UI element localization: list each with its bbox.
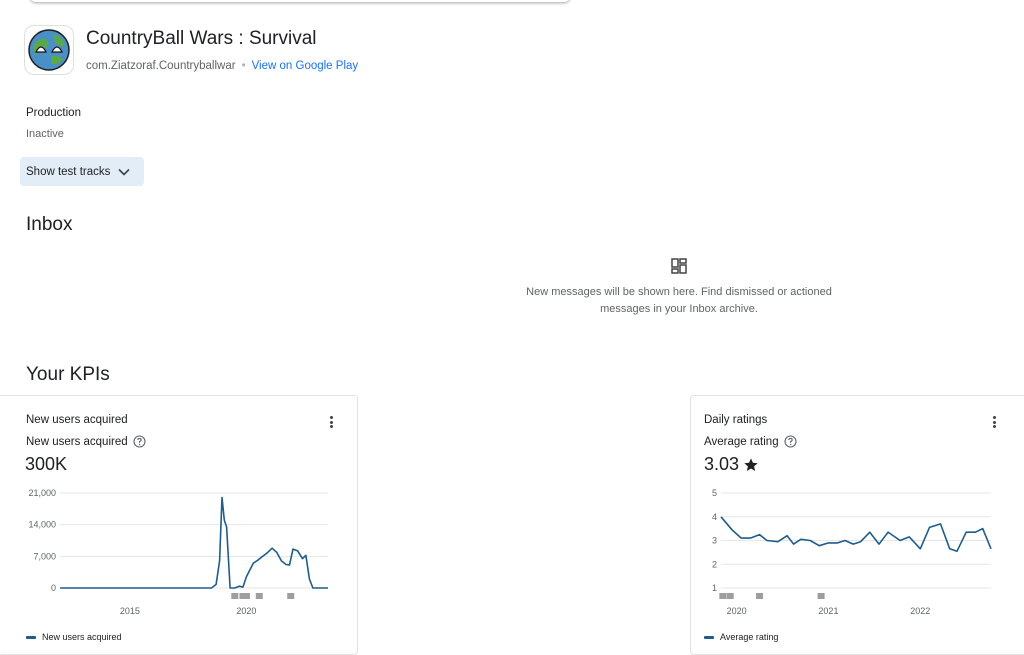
x-tick-label: 2020: [236, 606, 256, 616]
card-title: Daily ratings: [704, 414, 768, 426]
package-name: com.Ziatzoraf.Countryballwar: [86, 60, 236, 72]
y-tick-label: 0: [51, 583, 56, 593]
help-icon[interactable]: [784, 435, 797, 448]
y-tick-label: 14,000: [28, 520, 56, 530]
annotation-marker: [719, 593, 727, 599]
daily-ratings-line-chart: 5 4 3 2 1 2020 2021 2022: [712, 488, 992, 616]
kpi-card-daily-ratings: Daily ratings Average rating 3.03 5 4 3 2 1 2…: [690, 395, 1024, 655]
countryball-app-icon: [24, 25, 74, 75]
y-tick-label: 3: [712, 536, 717, 546]
y-tick-label: 4: [712, 512, 717, 522]
new-users-line-chart: 21,000 14,000 7,000 0 2015 2020: [28, 488, 328, 616]
legend-label: Average rating: [720, 632, 779, 642]
annotation-marker: [255, 593, 263, 599]
series-line: [60, 496, 328, 589]
chart-legend: New users acquired: [26, 632, 122, 642]
app-title: CountryBall Wars : Survival: [86, 28, 317, 49]
inbox-dashboard-icon: [671, 258, 687, 279]
metric-label-row: New users acquired: [26, 435, 146, 448]
legend-label: New users acquired: [42, 632, 122, 642]
annotation-marker: [726, 593, 734, 599]
metric-label: New users acquired: [26, 435, 128, 448]
chart-legend: Average rating: [704, 632, 778, 642]
annotation-marker: [231, 593, 239, 599]
help-icon[interactable]: [133, 435, 146, 448]
y-tick-label: 7,000: [33, 551, 56, 561]
annotation-marker: [756, 593, 764, 599]
y-tick-label: 1: [712, 583, 717, 593]
y-tick-label: 5: [712, 488, 717, 498]
kpis-heading: Your KPIs: [26, 364, 110, 385]
x-tick-label: 2021: [818, 606, 838, 616]
x-tick-label: 2022: [910, 606, 930, 616]
top-bar-edge: [30, 0, 570, 2]
kpi-card-new-users: New users acquired New users acquired 30…: [0, 395, 358, 655]
package-row: com.Ziatzoraf.Countryballwar • View on Goo…: [86, 60, 358, 72]
annotation-marker: [242, 593, 250, 599]
production-status: Inactive: [26, 128, 64, 140]
legend-swatch: [704, 635, 714, 639]
production-label: Production: [26, 107, 81, 119]
x-tick-label: 2020: [727, 606, 747, 616]
metric-value-row: 3.03: [704, 454, 759, 475]
series-line: [720, 516, 992, 552]
annotation-marker: [817, 593, 825, 599]
star-icon: [743, 457, 759, 473]
metric-label-row: Average rating: [704, 435, 797, 448]
metric-value: 3.03: [704, 454, 740, 474]
chevron-down-icon: [118, 168, 130, 176]
show-test-tracks-button[interactable]: Show test tracks: [20, 157, 144, 186]
x-tick-label: 2015: [120, 606, 140, 616]
more-options-icon[interactable]: [325, 414, 337, 430]
metric-value: 300K: [25, 454, 68, 474]
y-tick-label: 21,000: [28, 488, 56, 498]
legend-swatch: [26, 635, 36, 639]
show-test-tracks-label: Show test tracks: [26, 165, 111, 178]
inbox-empty-message: New messages will be shown here. Find di…: [526, 286, 832, 315]
annotation-marker: [287, 593, 295, 599]
metric-label: Average rating: [704, 435, 779, 448]
inbox-heading: Inbox: [26, 214, 73, 235]
separator-dot: •: [241, 60, 246, 72]
y-tick-label: 2: [712, 559, 717, 569]
card-title: New users acquired: [26, 414, 128, 426]
view-on-google-play-link[interactable]: View on Google Play: [251, 60, 359, 72]
more-options-icon[interactable]: [988, 414, 1000, 430]
